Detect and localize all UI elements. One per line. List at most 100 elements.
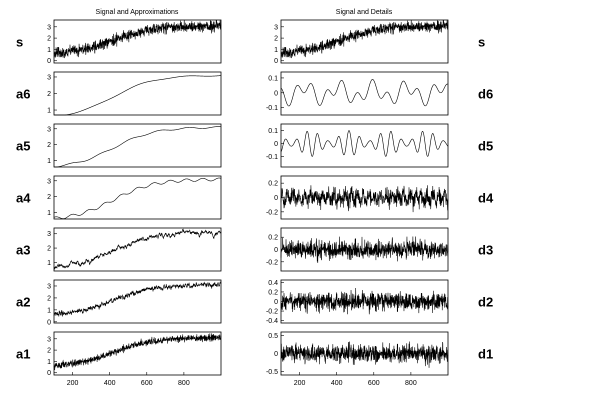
y-tick-label: -0.5 bbox=[266, 369, 278, 376]
series-line-s bbox=[280, 19, 449, 59]
y-tick-label: 0.2 bbox=[268, 235, 278, 242]
panel-left-a6: 1 2 3 a6 bbox=[16, 71, 222, 116]
y-tick-label: 1 bbox=[47, 47, 51, 54]
row-label-s: s bbox=[16, 35, 23, 50]
y-tick-label: 3 bbox=[47, 126, 51, 133]
y-tick-label: 0 bbox=[47, 370, 51, 377]
panel-left-s: 0 1 2 3 s bbox=[16, 19, 222, 65]
plot-frame bbox=[53, 19, 222, 64]
x-tick-label: 200 bbox=[67, 380, 79, 387]
right-column-title: Signal and Details bbox=[336, 9, 393, 16]
series-line-d5 bbox=[280, 130, 449, 157]
y-tick-label: 1 bbox=[47, 359, 51, 366]
plot-frame bbox=[53, 175, 222, 220]
series-line-d6 bbox=[280, 79, 449, 107]
panel-right-s: 0 1 2 3 s bbox=[274, 19, 485, 65]
y-tick-label: 0.1 bbox=[268, 75, 278, 82]
series-line-d2 bbox=[280, 288, 449, 315]
y-tick-label: -0.1 bbox=[266, 105, 278, 112]
y-tick-label: -0.1 bbox=[266, 154, 278, 161]
panel-left-a3: 1 2 3 a3 bbox=[16, 227, 222, 272]
panel-right-d3: -0.2 0 0.2 d3 bbox=[266, 227, 493, 272]
row-label-a1: a1 bbox=[16, 347, 30, 362]
series-line-a1 bbox=[53, 333, 222, 371]
y-tick-label: -0.2 bbox=[266, 209, 278, 216]
row-label-d3: d3 bbox=[478, 243, 493, 258]
panel-left-a1: 0 1 2 3 a1 200 400 600 800 bbox=[16, 331, 222, 387]
y-tick-label: 3 bbox=[47, 336, 51, 343]
series-line-d3 bbox=[280, 236, 449, 264]
plot-frame bbox=[53, 331, 222, 376]
panel-right-d2: -0.4 -0.2 0 0.2 0.4 d2 bbox=[266, 279, 493, 325]
y-tick-label: 2 bbox=[47, 36, 51, 43]
row-label-d5: d5 bbox=[478, 139, 493, 154]
panel-right-d4: -0.2 0 0.2 d4 bbox=[266, 175, 494, 220]
plot-frame bbox=[53, 227, 222, 272]
row-label-d4: d4 bbox=[478, 191, 494, 206]
x-tick-label: 400 bbox=[331, 380, 343, 387]
y-tick-label: 0 bbox=[274, 195, 278, 202]
plot-frame bbox=[53, 279, 222, 324]
row-label-s: s bbox=[478, 35, 485, 50]
row-label-d2: d2 bbox=[478, 295, 493, 310]
row-label-d1: d1 bbox=[478, 347, 493, 362]
y-tick-label: 1 bbox=[47, 158, 51, 165]
plot-frame bbox=[280, 71, 449, 116]
plot-frame bbox=[53, 123, 222, 168]
y-tick-label: 2 bbox=[274, 36, 278, 43]
x-tick-label: 400 bbox=[104, 380, 116, 387]
y-tick-label: 0 bbox=[274, 141, 278, 148]
y-tick-label: 0 bbox=[47, 58, 51, 65]
y-tick-label: 2 bbox=[47, 348, 51, 355]
series-line-a3 bbox=[53, 228, 222, 270]
x-tick-label: 600 bbox=[141, 380, 153, 387]
y-tick-label: 3 bbox=[47, 24, 51, 31]
y-tick-label: -0.2 bbox=[266, 259, 278, 266]
left-column-title: Signal and Approximations bbox=[96, 9, 179, 16]
y-tick-label: 0 bbox=[274, 247, 278, 254]
y-tick-label: 3 bbox=[47, 178, 51, 185]
panel-left-a4: 1 2 3 a4 bbox=[16, 175, 222, 220]
y-tick-label: 0 bbox=[47, 319, 51, 326]
y-tick-label: 0 bbox=[274, 58, 278, 65]
row-label-a3: a3 bbox=[16, 243, 30, 258]
panel-right-d6: -0.1 0 0.1 d6 bbox=[266, 71, 493, 116]
y-tick-label: 1 bbox=[47, 210, 51, 217]
y-tick-label: 2 bbox=[47, 295, 51, 302]
y-tick-label: 0.2 bbox=[268, 289, 278, 296]
row-label-a6: a6 bbox=[16, 87, 30, 102]
y-tick-label: 2 bbox=[47, 246, 51, 253]
row-label-a5: a5 bbox=[16, 139, 30, 154]
y-tick-label: 3 bbox=[47, 74, 51, 81]
y-tick-label: 2 bbox=[47, 142, 51, 149]
panel-left-a5: 1 2 3 a5 bbox=[16, 123, 222, 168]
y-tick-label: 3 bbox=[47, 231, 51, 238]
x-tick-label: 800 bbox=[178, 380, 190, 387]
y-tick-label: 0 bbox=[274, 351, 278, 358]
y-tick-label: -0.4 bbox=[266, 318, 278, 325]
y-tick-label: 0.5 bbox=[268, 333, 278, 340]
panel-right-d1: -0.5 0 0.5 d1 200 400 600 800 bbox=[266, 331, 493, 387]
series-line-d4 bbox=[280, 185, 449, 213]
series-line-s bbox=[53, 19, 222, 59]
y-tick-label: 0 bbox=[274, 90, 278, 97]
y-tick-label: 0.4 bbox=[268, 280, 278, 287]
y-tick-label: 0.2 bbox=[268, 181, 278, 188]
panel-grid: 0123s123a6123a5123a4123a30123a20123a1200… bbox=[16, 19, 494, 387]
y-tick-label: 2 bbox=[47, 91, 51, 98]
x-tick-label: 200 bbox=[294, 380, 306, 387]
y-tick-label: 0.1 bbox=[268, 128, 278, 135]
y-tick-label: 1 bbox=[47, 307, 51, 314]
plot-frame bbox=[280, 123, 449, 168]
y-tick-label: 1 bbox=[274, 47, 278, 54]
series-line-a6 bbox=[54, 75, 222, 116]
y-tick-label: -0.2 bbox=[266, 309, 278, 316]
series-line-d1 bbox=[280, 341, 449, 368]
series-line-a4 bbox=[53, 177, 222, 219]
plot-frame bbox=[280, 19, 449, 64]
panel-left-a2: 0 1 2 3 a2 bbox=[16, 279, 222, 326]
y-tick-label: 1 bbox=[47, 260, 51, 267]
y-tick-label: 2 bbox=[47, 194, 51, 201]
series-line-a5 bbox=[54, 126, 222, 168]
